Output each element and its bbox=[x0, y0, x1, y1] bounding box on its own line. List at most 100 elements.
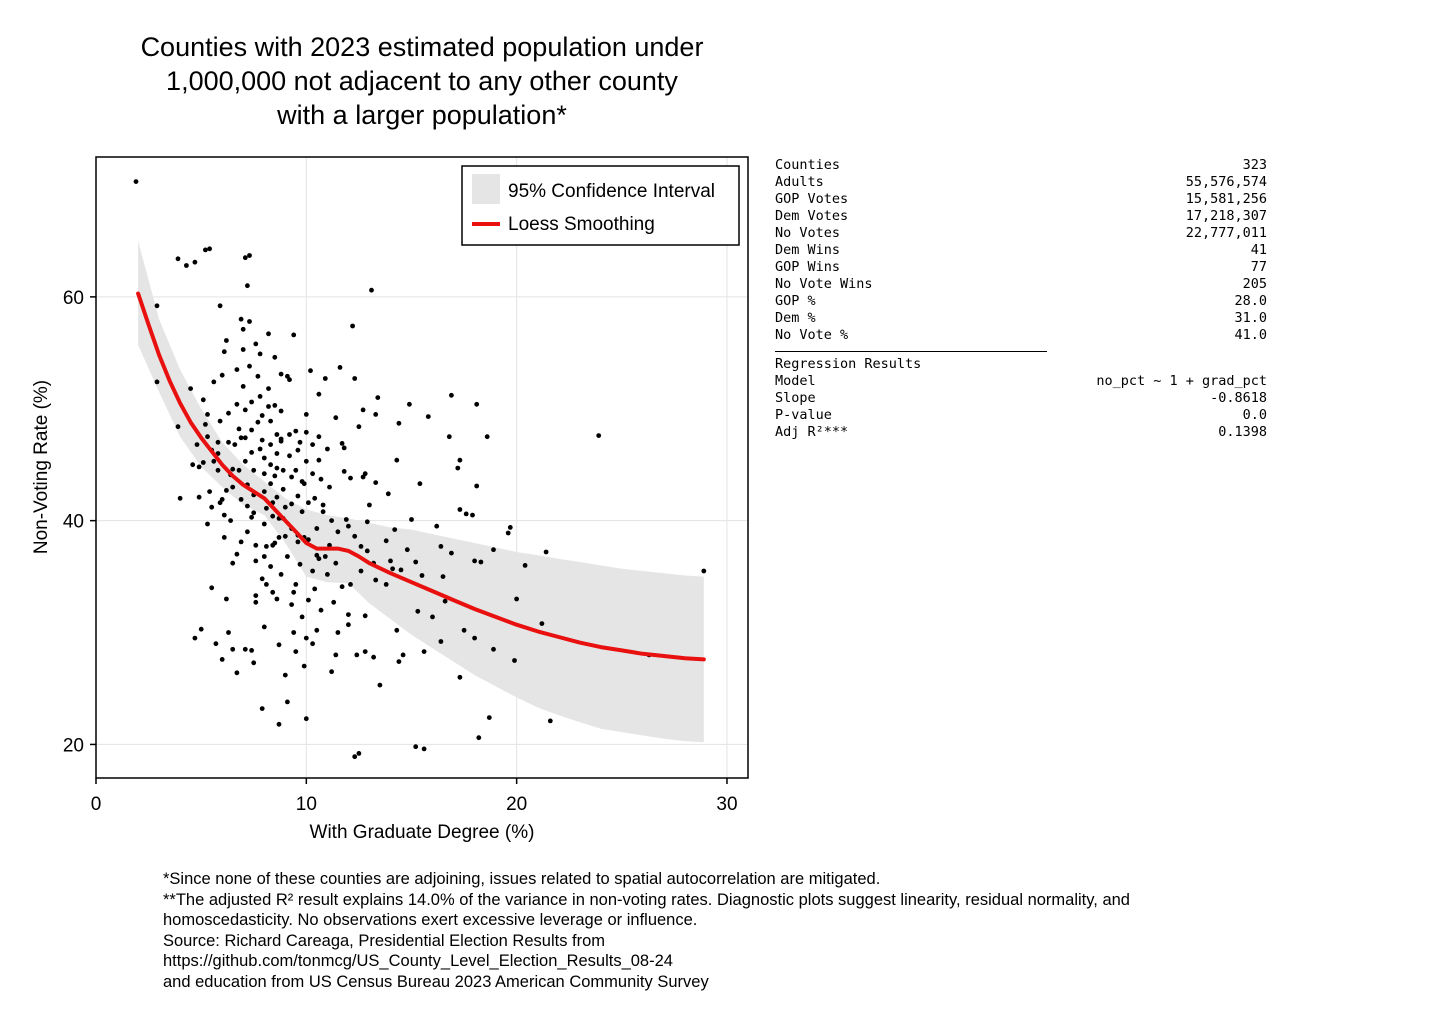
data-point bbox=[289, 602, 294, 607]
data-point bbox=[476, 735, 482, 741]
legend-ci-label: 95% Confidence Interval bbox=[508, 181, 715, 202]
regression-label: Slope bbox=[775, 390, 816, 406]
stat-label: No Vote % bbox=[775, 327, 849, 343]
stat-label: No Votes bbox=[775, 225, 841, 241]
data-point bbox=[306, 597, 311, 603]
data-point bbox=[276, 721, 282, 727]
data-point bbox=[419, 573, 425, 578]
data-point bbox=[230, 466, 236, 472]
data-point bbox=[251, 467, 257, 473]
data-point bbox=[282, 533, 288, 539]
data-point bbox=[291, 630, 297, 635]
data-point bbox=[303, 716, 309, 722]
x-tick-label: 0 bbox=[91, 794, 102, 815]
data-point bbox=[390, 566, 395, 572]
data-point bbox=[272, 540, 278, 546]
stat-label: Dem Votes bbox=[775, 208, 849, 224]
data-point bbox=[236, 467, 242, 473]
data-point bbox=[362, 613, 368, 619]
data-point bbox=[478, 559, 484, 565]
data-point bbox=[362, 471, 368, 477]
data-point bbox=[514, 596, 519, 602]
data-point bbox=[282, 672, 288, 678]
stat-row: No Vote % 41.0 bbox=[775, 327, 1267, 344]
y-tick-label: 20 bbox=[63, 735, 84, 756]
data-point bbox=[457, 507, 463, 512]
data-point bbox=[192, 635, 198, 641]
data-point bbox=[276, 642, 282, 648]
data-point bbox=[221, 535, 227, 540]
title-line: Counties with 2023 estimated population … bbox=[140, 32, 704, 62]
data-point bbox=[234, 670, 240, 676]
data-point bbox=[247, 363, 252, 369]
stat-row: No Vote Wins 205 bbox=[775, 276, 1267, 293]
data-point bbox=[226, 410, 231, 416]
data-point bbox=[285, 554, 290, 559]
data-point bbox=[484, 434, 490, 440]
stat-value: 15,581,256 bbox=[1185, 191, 1267, 207]
data-point bbox=[230, 560, 236, 566]
data-point bbox=[486, 715, 492, 720]
stat-value: 41.0 bbox=[1234, 327, 1267, 343]
data-point bbox=[331, 599, 337, 605]
data-point bbox=[291, 589, 297, 595]
data-point bbox=[245, 503, 250, 509]
data-point bbox=[430, 614, 435, 620]
stat-value: 17,218,307 bbox=[1185, 208, 1267, 224]
data-point bbox=[333, 652, 339, 658]
data-point bbox=[337, 365, 343, 370]
stat-value: 41 bbox=[1250, 242, 1267, 258]
data-point bbox=[339, 441, 345, 446]
data-point bbox=[224, 596, 229, 602]
divider bbox=[775, 344, 1047, 352]
data-point bbox=[240, 347, 246, 352]
data-point bbox=[287, 377, 292, 383]
footnote-line: Source: Richard Careaga, Presidential El… bbox=[163, 931, 606, 950]
data-point bbox=[274, 494, 280, 500]
data-point bbox=[198, 626, 204, 632]
footnote-line: https://github.com/tonmcg/US_County_Leve… bbox=[163, 952, 673, 970]
data-point bbox=[238, 497, 244, 502]
data-point bbox=[249, 427, 255, 433]
data-point bbox=[255, 373, 261, 379]
stat-row: Dem Votes 17,218,307 bbox=[775, 208, 1267, 225]
data-point bbox=[268, 481, 273, 487]
data-point bbox=[188, 386, 194, 391]
data-point bbox=[230, 484, 236, 490]
data-point bbox=[474, 483, 480, 489]
data-point bbox=[217, 500, 223, 506]
data-point bbox=[226, 439, 231, 445]
data-point bbox=[247, 253, 252, 258]
data-point bbox=[425, 414, 431, 419]
data-point bbox=[310, 568, 315, 574]
data-point bbox=[346, 612, 351, 617]
data-point bbox=[230, 646, 236, 652]
stat-label: Adults bbox=[775, 174, 824, 190]
data-point bbox=[289, 501, 294, 507]
data-point bbox=[274, 465, 280, 471]
data-point bbox=[335, 529, 341, 535]
data-point bbox=[375, 395, 381, 400]
data-point bbox=[474, 401, 480, 407]
data-point bbox=[264, 582, 269, 587]
data-point bbox=[310, 641, 315, 647]
data-point bbox=[350, 323, 355, 329]
regression-value: no_pct ~ 1 + grad_pct bbox=[1096, 373, 1267, 389]
data-point bbox=[320, 509, 326, 515]
data-point bbox=[404, 547, 410, 553]
data-point bbox=[280, 467, 286, 473]
stat-row: Dem % 31.0 bbox=[775, 310, 1267, 327]
data-point bbox=[325, 446, 330, 452]
data-point bbox=[413, 559, 419, 565]
data-point bbox=[175, 424, 181, 430]
data-point bbox=[413, 744, 419, 750]
data-point bbox=[388, 558, 393, 564]
stat-label: GOP Wins bbox=[775, 259, 841, 275]
data-point bbox=[352, 376, 358, 381]
data-point bbox=[154, 379, 160, 385]
data-point bbox=[299, 509, 305, 515]
data-point bbox=[308, 368, 313, 374]
data-point bbox=[224, 338, 229, 343]
data-point bbox=[240, 326, 246, 332]
data-point bbox=[320, 502, 326, 508]
